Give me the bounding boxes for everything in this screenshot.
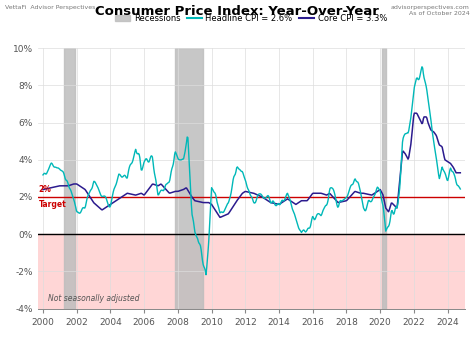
Text: Target: Target [39,200,66,209]
Bar [38,234,465,309]
Bar [64,48,75,309]
Text: Not seasonally adjusted: Not seasonally adjusted [48,294,139,303]
Text: VettaFi  Advisor Perspectives: VettaFi Advisor Perspectives [5,5,95,10]
Bar [382,48,386,309]
Text: advisorperspectives.com
As of October 2024: advisorperspectives.com As of October 20… [391,5,469,16]
Text: 2%: 2% [39,185,52,194]
Text: Consumer Price Index: Year-Over-Year: Consumer Price Index: Year-Over-Year [95,5,379,18]
Legend: Recessions, Headline CPI = 2.6%, Core CPI = 3.3%: Recessions, Headline CPI = 2.6%, Core CP… [112,11,390,26]
Bar [175,48,203,309]
